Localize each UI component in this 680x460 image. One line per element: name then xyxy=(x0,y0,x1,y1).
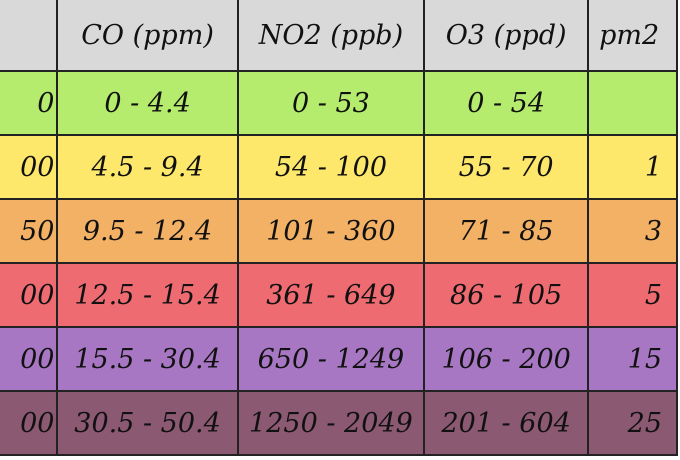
table-cell: 0 - 4.4 xyxy=(56,70,239,136)
table-cell: 15 xyxy=(587,326,678,392)
table-cell: 25 xyxy=(587,390,678,456)
table-cell: 00 xyxy=(0,326,59,392)
table-cell: 101 - 360 xyxy=(236,198,426,264)
table-cell: 00 xyxy=(0,134,59,200)
table-cell xyxy=(587,70,678,136)
header-cell xyxy=(0,0,59,72)
table-row: 00 4.5 - 9.4 54 - 100 55 - 70 1 xyxy=(0,134,678,200)
table-cell: 00 xyxy=(0,390,59,456)
table-row: 00 30.5 - 50.4 1250 - 2049 201 - 604 25 xyxy=(0,390,678,456)
table-cell: 1250 - 2049 xyxy=(236,390,426,456)
table-row: 00 15.5 - 30.4 650 - 1249 106 - 200 15 xyxy=(0,326,678,392)
table-cell: 0 - 54 xyxy=(423,70,590,136)
table-cell: 106 - 200 xyxy=(423,326,590,392)
table-cell: 0 - 53 xyxy=(236,70,426,136)
table-cell: 1 xyxy=(587,134,678,200)
table-cell: 3 xyxy=(587,198,678,264)
table-cell: 71 - 85 xyxy=(423,198,590,264)
table-cell: 00 xyxy=(0,262,59,328)
table-row: 50 9.5 - 12.4 101 - 360 71 - 85 3 xyxy=(0,198,678,264)
table-cell: 361 - 649 xyxy=(236,262,426,328)
table-cell: 4.5 - 9.4 xyxy=(56,134,239,200)
table-cell: 55 - 70 xyxy=(423,134,590,200)
table-cell: 30.5 - 50.4 xyxy=(56,390,239,456)
table-cell: 15.5 - 30.4 xyxy=(56,326,239,392)
table-cell: 9.5 - 12.4 xyxy=(56,198,239,264)
table-cell: 0 xyxy=(0,70,59,136)
table-cell: 5 xyxy=(587,262,678,328)
table-cell: 50 xyxy=(0,198,59,264)
table-cell: 12.5 - 15.4 xyxy=(56,262,239,328)
table-row: 00 12.5 - 15.4 361 - 649 86 - 105 5 xyxy=(0,262,678,328)
header-cell: NO2 (ppb) xyxy=(236,0,426,72)
table-cell: 201 - 604 xyxy=(423,390,590,456)
header-cell: pm2 xyxy=(587,0,678,72)
header-row: CO (ppm) NO2 (ppb) O3 (ppd) pm2 xyxy=(0,0,678,72)
table-cell: 86 - 105 xyxy=(423,262,590,328)
header-cell: CO (ppm) xyxy=(56,0,239,72)
header-cell: O3 (ppd) xyxy=(423,0,590,72)
table-cell: 650 - 1249 xyxy=(236,326,426,392)
table-cell: 54 - 100 xyxy=(236,134,426,200)
